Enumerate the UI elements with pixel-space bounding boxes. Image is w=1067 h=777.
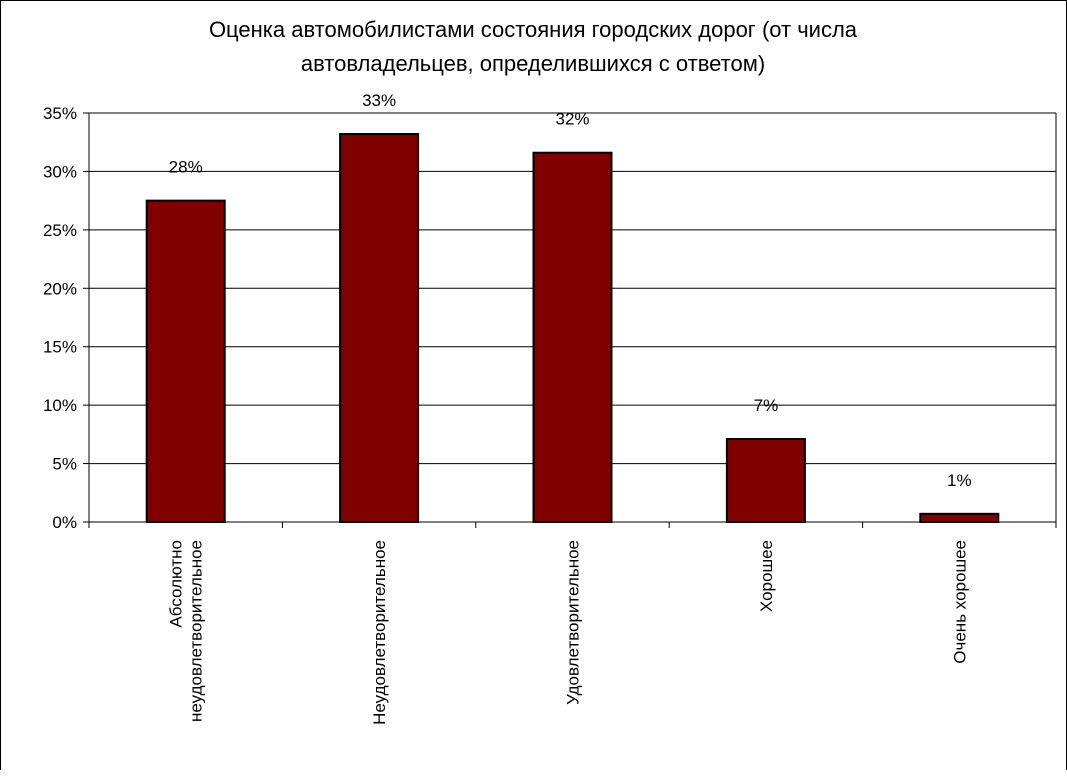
y-tick-label: 5% [52,455,77,474]
x-category-label-line: Хорошее [757,540,776,612]
x-category-label: Удовлетворительное [564,540,583,705]
data-label: 32% [555,110,589,129]
bars [145,133,1000,524]
x-category-label: Абсолютно неудовлетворительное [167,540,206,722]
x-category-label-line: Очень хорошее [950,540,969,664]
data-label: 33% [362,91,396,110]
chart-title-line-2: автовладельцев, определившихся с ответом… [301,51,765,76]
x-category-label-line: Удовлетворительное [564,540,583,705]
x-category-label-line: неудовлетворительное [187,540,206,722]
y-tick-label: 10% [43,396,77,415]
x-category-label: Хорошее [757,540,776,612]
x-category-label-line: Абсолютно [167,540,186,628]
y-tick-label: 30% [43,162,77,181]
bar [725,438,806,524]
y-tick-label: 0% [52,513,77,532]
labels: 0% 5% 10% 15% 20% 25% 30% 35% 28% Абсолютно неудов… [43,91,972,725]
x-category-label: Очень хорошее [950,540,969,664]
bar [145,199,226,523]
data-label: 28% [169,158,203,177]
data-label: 1% [947,471,972,490]
x-category-label-line: Неудовлетворительное [370,540,389,725]
bar [919,512,1000,524]
y-tick-label: 25% [43,221,77,240]
data-label: 7% [754,396,779,415]
y-tick-label: 35% [43,104,77,123]
bar [339,133,420,524]
bar [532,151,613,524]
y-tick-label: 15% [43,338,77,357]
y-tick-label: 20% [43,279,77,298]
x-category-label: Неудовлетворительное [370,540,389,725]
chart-title-line-1: Оценка автомобилистами состояния городск… [209,17,858,42]
axes [83,112,1057,528]
